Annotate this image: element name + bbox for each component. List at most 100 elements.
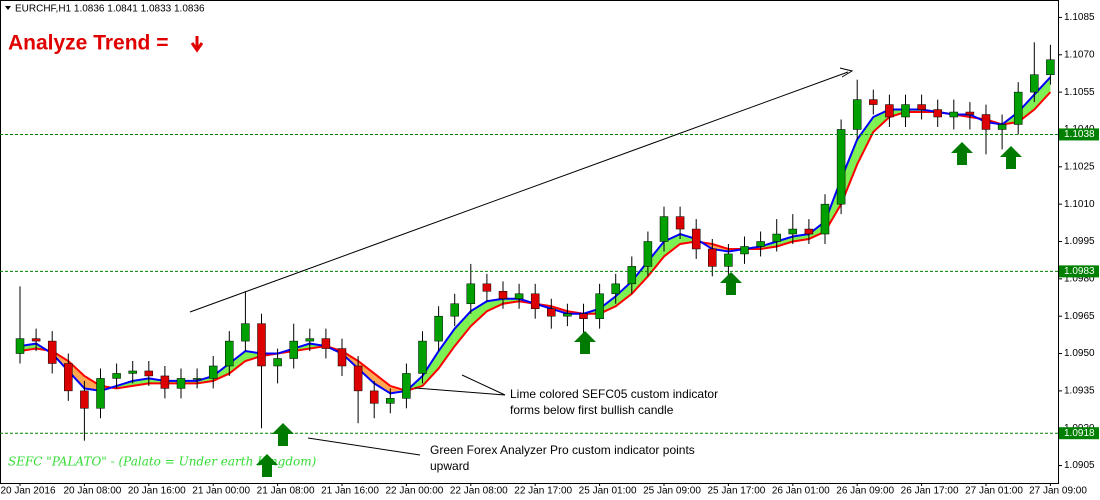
candle-body: [547, 308, 556, 317]
candle-body: [933, 109, 942, 118]
x-tick-label: 20 Jan 16:00: [128, 486, 186, 497]
candle-body: [434, 315, 443, 342]
indicator-band: [615, 281, 632, 307]
level-label-box: [1059, 265, 1099, 278]
level-label: 1.0918: [1064, 428, 1095, 439]
annotation-line: Lime colored SEFC05 custom indicator: [510, 387, 718, 401]
indicator-band: [857, 117, 874, 165]
x-tick-label: 21 Jan 00:00: [192, 486, 250, 497]
candle-body: [724, 253, 733, 267]
candle-body: [997, 124, 1007, 130]
up-arrow: [951, 142, 973, 165]
candle-body: [257, 323, 266, 367]
y-tick-label: 1.0935: [1064, 386, 1095, 397]
x-tick-label: 21 Jan 16:00: [321, 486, 379, 497]
up-arrow: [256, 454, 278, 477]
candle-body: [627, 266, 637, 285]
candle-body: [47, 340, 57, 364]
level-label: 1.0983: [1064, 266, 1095, 277]
candle-body: [852, 99, 862, 130]
indicator-band: [438, 328, 455, 369]
candle-body: [144, 370, 154, 377]
y-tick-label: 1.0905: [1064, 460, 1095, 471]
y-tick-label: 1.1055: [1064, 87, 1095, 98]
candle-body: [192, 378, 202, 380]
annotation: Green Forex Analyzer Pro custom indicato…: [430, 443, 695, 473]
x-tick-label: 26 Jan 09:00: [836, 486, 894, 497]
candle-body: [691, 228, 701, 250]
candle-body: [369, 390, 379, 404]
annotation: Lime colored SEFC05 custom indicator form…: [510, 387, 718, 417]
candle-body: [949, 111, 959, 118]
candle-body: [708, 248, 717, 267]
candle-body: [305, 338, 315, 342]
candle-body: [176, 378, 186, 389]
candle-body: [337, 348, 347, 367]
candle-body: [498, 291, 508, 300]
plot-frame: [0, 0, 1059, 484]
candle-body: [659, 216, 669, 242]
indicator-band: [776, 236, 793, 247]
candle-body: [1013, 91, 1023, 125]
x-tick-label: 26 Jan 17:00: [901, 486, 959, 497]
indicator-band: [422, 351, 439, 386]
candle-body: [788, 228, 798, 235]
candle-body: [675, 216, 685, 230]
candle-body: [466, 283, 476, 304]
y-tick-label: 1.1025: [1064, 161, 1095, 172]
indicator-band: [647, 241, 664, 277]
candle-body: [273, 358, 282, 367]
candle-body: [595, 293, 604, 319]
annotation-line: forms below first bullish candle: [510, 403, 674, 417]
pointer-line: [461, 374, 506, 396]
y-tick-label: 1.0995: [1064, 236, 1095, 247]
x-tick-label: 27 Jan 09:00: [1029, 486, 1087, 497]
indicator-band: [374, 373, 391, 394]
title-arrow: [190, 36, 204, 53]
pointer-line: [414, 387, 506, 396]
level-label: 1.1038: [1064, 129, 1095, 140]
y-tick-label: 1.0980: [1064, 273, 1095, 284]
candle-body: [418, 340, 427, 374]
candle-body: [31, 338, 41, 342]
candle-body: [740, 246, 749, 255]
indicator-band: [1034, 77, 1051, 110]
y-tick-label: 1.1070: [1064, 49, 1095, 60]
candle-body: [836, 129, 846, 205]
up-arrow: [574, 331, 596, 354]
annotation-line: Green Forex Analyzer Pro custom indicato…: [430, 443, 695, 457]
candle-body: [1046, 59, 1055, 75]
candle-body: [15, 338, 25, 354]
chart-title: Analyze Trend =: [8, 32, 168, 55]
candle-body: [643, 241, 653, 267]
indicator-band: [454, 311, 471, 347]
up-arrow: [720, 272, 742, 295]
chart-header: EURCHF,H1 1.0836 1.0841 1.0833 1.0836: [15, 4, 205, 15]
candle-body: [482, 283, 492, 292]
candle-body: [241, 323, 250, 342]
indicator-band: [470, 301, 487, 327]
annotation: SEFC "PALATO" - (Palato = Under earth Ki…: [8, 455, 317, 469]
level-label-box: [1059, 427, 1099, 440]
x-tick-label: 25 Jan 09:00: [643, 486, 701, 497]
x-tick-label: 20 Jan 08:00: [63, 486, 121, 497]
x-tick-label: 26 Jan 01:00: [772, 486, 830, 497]
candle-body: [128, 370, 137, 374]
candle-body: [64, 363, 73, 392]
trend-arrowhead: [839, 67, 854, 78]
candle-body: [965, 111, 975, 115]
indicator-band: [631, 261, 648, 294]
y-tick-label: 1.0950: [1064, 348, 1095, 359]
candle-body: [772, 233, 781, 242]
candle-body: [804, 228, 814, 235]
candle-body: [80, 390, 89, 409]
up-arrow: [1000, 146, 1022, 169]
y-tick-label: 1.0965: [1064, 311, 1095, 322]
x-tick-label: 21 Jan 08:00: [257, 486, 315, 497]
candle-body: [225, 340, 234, 367]
x-tick-label: 22 Jan 17:00: [514, 486, 572, 497]
candle-body: [579, 313, 588, 319]
candle-body: [917, 104, 926, 110]
candle-body: [820, 203, 830, 235]
